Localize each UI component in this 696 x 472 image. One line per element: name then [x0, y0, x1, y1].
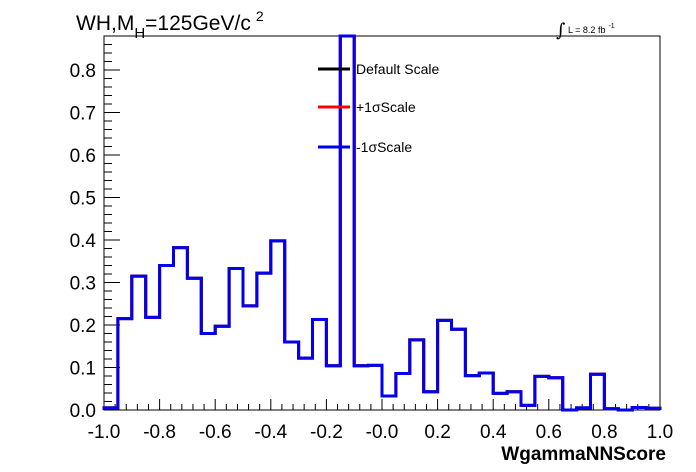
- y-tick-label: 0.7: [70, 104, 96, 125]
- title-main: WH,M: [76, 12, 134, 35]
- x-tick-label: -0.6: [199, 422, 232, 443]
- x-tick-label: 0.6: [536, 422, 562, 443]
- y-tick-label: 0.0: [70, 401, 96, 422]
- series-line-1: [102, 34, 662, 412]
- y-axis-ticks: 0.0 0.1 0.2 0.3 0.4 0.5 0.6 0.7 0.8: [70, 35, 120, 422]
- x-tick-label: -1.0: [88, 422, 121, 443]
- x-tick-label: 0.4: [480, 422, 507, 443]
- x-tick-label: -0.2: [310, 422, 343, 443]
- x-tick-label: 1.0: [647, 422, 673, 443]
- x-tick-label: -0.4: [254, 422, 287, 443]
- legend: Default Scale +1σScale -1σScale: [318, 61, 439, 155]
- title-rest: =125GeV/c: [145, 12, 251, 35]
- series-line-2: [102, 34, 662, 412]
- series-lines: [102, 34, 662, 412]
- y-tick-label: 0.6: [70, 146, 96, 167]
- luminosity-value: L = 8.2 fb: [568, 25, 605, 35]
- legend-label-1: +1σScale: [356, 99, 416, 115]
- title-subscript: H: [134, 25, 145, 42]
- x-axis-ticks: -1.0 -0.8 -0.6 -0.4 -0.2 -0.0 0.2 0.4 0.6 0.8 1.0: [88, 399, 673, 443]
- plot-frame: [103, 35, 661, 411]
- y-tick-label: 0.5: [70, 189, 96, 210]
- legend-label-0: Default Scale: [356, 61, 439, 77]
- x-tick-label: 0.2: [424, 422, 450, 443]
- x-tick-label: 0.8: [591, 422, 617, 443]
- y-tick-label: 0.1: [70, 359, 96, 380]
- y-tick-label: 0.8: [70, 61, 96, 82]
- luminosity-integral: ∫: [556, 20, 566, 41]
- y-tick-label: 0.4: [70, 231, 97, 252]
- y-tick-label: 0.2: [70, 316, 96, 337]
- plot-area-border: [103, 35, 661, 411]
- legend-label-2: -1σScale: [356, 139, 412, 155]
- luminosity-label: L = 8.2 fb -1: [568, 23, 615, 35]
- chart-title: WH,MH=125GeV/c 2: [76, 8, 264, 42]
- x-tick-label: -0.0: [366, 422, 399, 443]
- series-line-0: [102, 34, 662, 412]
- y-tick-label: 0.3: [70, 274, 96, 295]
- luminosity-superscript: -1: [608, 23, 614, 30]
- title-superscript: 2: [256, 8, 264, 24]
- x-axis-label: WgammaNNScore: [501, 444, 666, 465]
- x-tick-label: -0.8: [143, 422, 176, 443]
